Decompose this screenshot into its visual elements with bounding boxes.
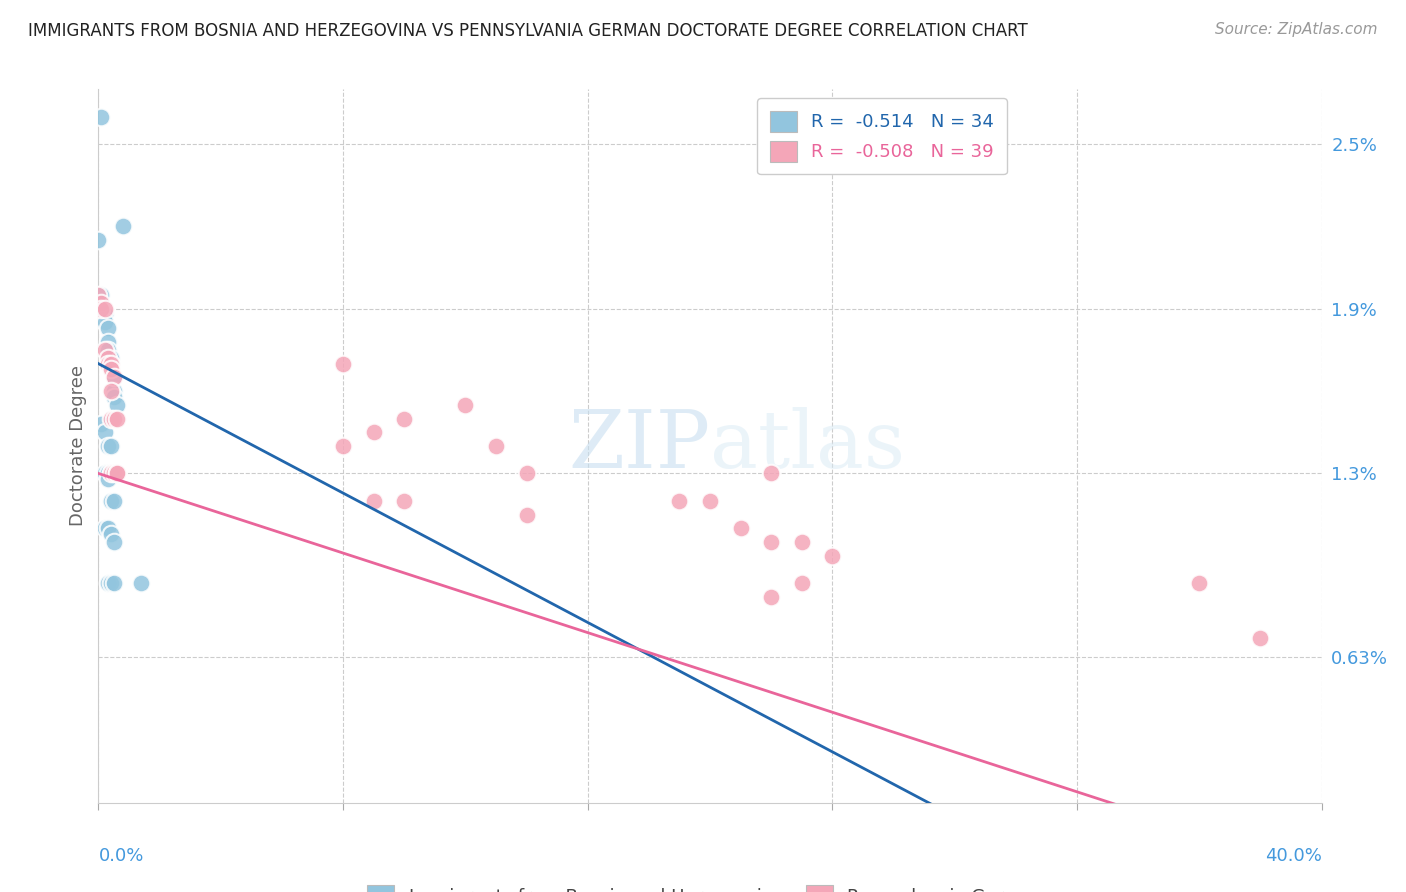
- Point: [821, 549, 844, 563]
- Point: [103, 370, 125, 384]
- Text: IMMIGRANTS FROM BOSNIA AND HERZEGOVINA VS PENNSYLVANIA GERMAN DOCTORATE DEGREE C: IMMIGRANTS FROM BOSNIA AND HERZEGOVINA V…: [28, 22, 1028, 40]
- Point: [332, 357, 354, 371]
- Point: [100, 467, 122, 481]
- Point: [93, 343, 115, 357]
- Point: [392, 411, 416, 425]
- Text: ZIP: ZIP: [568, 407, 710, 485]
- Point: [1188, 576, 1211, 591]
- Point: [100, 439, 122, 453]
- Point: [105, 467, 128, 481]
- Point: [111, 219, 134, 234]
- Point: [100, 362, 122, 376]
- Point: [93, 316, 115, 330]
- Point: [90, 110, 112, 124]
- Point: [392, 494, 416, 508]
- Point: [103, 576, 125, 591]
- Point: [100, 526, 122, 541]
- Point: [93, 521, 115, 535]
- Point: [97, 467, 120, 481]
- Point: [103, 370, 125, 384]
- Point: [97, 576, 120, 591]
- Point: [363, 494, 385, 508]
- Point: [103, 384, 125, 398]
- Point: [332, 439, 354, 453]
- Point: [100, 384, 122, 398]
- Point: [105, 411, 128, 425]
- Point: [790, 576, 813, 591]
- Point: [129, 576, 152, 591]
- Point: [97, 472, 120, 486]
- Point: [97, 439, 120, 453]
- Point: [100, 494, 122, 508]
- Point: [100, 411, 122, 425]
- Point: [516, 508, 538, 522]
- Point: [97, 321, 120, 335]
- Point: [103, 390, 125, 404]
- Point: [90, 296, 112, 310]
- Point: [100, 362, 122, 376]
- Point: [105, 467, 128, 481]
- Point: [103, 467, 125, 481]
- Point: [485, 439, 508, 453]
- Text: 40.0%: 40.0%: [1265, 847, 1322, 865]
- Point: [93, 307, 115, 321]
- Point: [759, 535, 782, 549]
- Point: [699, 494, 721, 508]
- Point: [103, 494, 125, 508]
- Point: [103, 411, 125, 425]
- Point: [363, 425, 385, 440]
- Point: [103, 535, 125, 549]
- Point: [97, 351, 120, 366]
- Point: [97, 521, 120, 535]
- Legend: Immigrants from Bosnia and Herzegovina, Pennsylvania Germans: Immigrants from Bosnia and Herzegovina, …: [359, 876, 1062, 892]
- Point: [100, 351, 122, 366]
- Text: Source: ZipAtlas.com: Source: ZipAtlas.com: [1215, 22, 1378, 37]
- Text: atlas: atlas: [710, 407, 905, 485]
- Point: [90, 288, 112, 302]
- Point: [105, 398, 128, 412]
- Point: [97, 343, 120, 357]
- Point: [90, 417, 112, 431]
- Y-axis label: Doctorate Degree: Doctorate Degree: [69, 366, 87, 526]
- Point: [454, 398, 477, 412]
- Point: [100, 357, 122, 371]
- Point: [93, 467, 115, 481]
- Point: [100, 467, 122, 481]
- Point: [1249, 631, 1271, 645]
- Point: [97, 334, 120, 349]
- Point: [93, 425, 115, 440]
- Point: [790, 535, 813, 549]
- Point: [90, 301, 112, 316]
- Point: [100, 576, 122, 591]
- Point: [97, 357, 120, 371]
- Point: [759, 467, 782, 481]
- Point: [516, 467, 538, 481]
- Point: [759, 590, 782, 604]
- Point: [100, 357, 122, 371]
- Point: [87, 233, 110, 247]
- Text: 0.0%: 0.0%: [98, 847, 143, 865]
- Point: [87, 288, 110, 302]
- Point: [93, 301, 115, 316]
- Point: [668, 494, 690, 508]
- Point: [730, 521, 752, 535]
